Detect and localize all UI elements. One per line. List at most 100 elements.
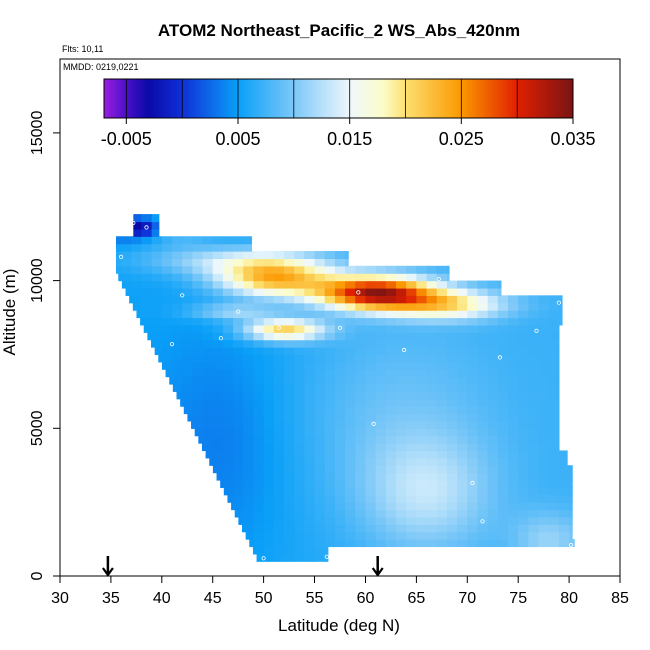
heatmap-cell xyxy=(284,280,295,289)
heatmap-cell xyxy=(416,450,428,459)
heatmap-cell xyxy=(365,324,377,333)
heatmap-cell xyxy=(477,347,489,356)
colorbar-segment xyxy=(535,79,539,118)
heatmap-cell xyxy=(141,273,153,282)
heatmap-cell xyxy=(436,354,448,363)
heatmap-cell xyxy=(548,494,560,503)
heatmap-cell xyxy=(457,383,468,392)
heatmap-cell xyxy=(172,243,183,252)
heatmap-cell xyxy=(294,406,305,415)
heatmap-cell xyxy=(334,398,346,407)
heatmap-cell xyxy=(284,324,295,333)
heatmap-cell xyxy=(202,332,214,341)
heatmap-cell xyxy=(273,339,285,348)
colorbar-segment xyxy=(364,79,368,118)
heatmap-cell xyxy=(294,450,305,459)
heatmap-cell xyxy=(172,287,183,296)
colorbar-segment xyxy=(322,79,325,118)
heatmap-cell xyxy=(508,324,519,333)
heatmap-cell xyxy=(508,479,519,488)
heatmap-cell xyxy=(497,457,509,466)
heatmap-cell xyxy=(528,443,540,452)
heatmap-cell xyxy=(406,339,417,348)
sample-point xyxy=(236,309,241,314)
heatmap-cell xyxy=(436,332,448,341)
heatmap-cell xyxy=(416,376,428,385)
heatmap-cell xyxy=(446,265,450,274)
heatmap-cell xyxy=(457,420,468,429)
heatmap-cell xyxy=(406,332,417,341)
colorbar-segment xyxy=(406,79,410,118)
heatmap-cell xyxy=(161,324,173,333)
heatmap-cell xyxy=(528,347,540,356)
heatmap-cell xyxy=(457,369,468,378)
colorbar-segment xyxy=(523,79,527,118)
heatmap-cell xyxy=(558,502,570,511)
heatmap-cell xyxy=(416,361,428,370)
colorbar-segment xyxy=(136,79,140,118)
sample-point xyxy=(371,421,376,426)
heatmap-cell xyxy=(426,383,438,392)
heatmap-cell xyxy=(446,339,458,348)
heatmap-cell xyxy=(334,258,346,267)
heatmap-cell xyxy=(508,524,519,533)
heatmap-cell xyxy=(223,487,234,496)
heatmap-cell xyxy=(304,539,316,548)
heatmap-cell xyxy=(355,265,367,274)
heatmap-cell xyxy=(548,472,560,481)
heatmap-cell xyxy=(294,383,305,392)
heatmap-cell xyxy=(284,376,295,385)
heatmap-cell xyxy=(558,310,563,319)
heatmap-cell xyxy=(182,273,193,282)
heatmap-cell xyxy=(136,310,143,319)
heatmap-cell xyxy=(233,383,244,392)
heatmap-cell xyxy=(222,479,234,488)
heatmap-cell xyxy=(406,265,417,274)
heatmap-cell xyxy=(243,413,255,422)
heatmap-cell xyxy=(284,539,295,548)
heatmap-cell xyxy=(314,324,326,333)
heatmap-cell xyxy=(263,354,275,363)
heatmap-cell xyxy=(314,553,326,562)
colorbar-segment xyxy=(214,79,218,118)
heatmap-cell xyxy=(304,531,316,540)
heatmap-cell xyxy=(294,487,305,496)
colorbar-segment xyxy=(429,79,433,118)
heatmap-cell xyxy=(375,361,387,370)
heatmap-cell xyxy=(212,457,224,466)
heatmap-cell xyxy=(558,302,563,311)
heatmap-cell xyxy=(436,287,448,296)
heatmap-cell xyxy=(518,443,529,452)
heatmap-cell xyxy=(365,487,377,496)
heatmap-cell xyxy=(263,287,275,296)
heatmap-cell xyxy=(406,487,417,496)
heatmap-cell xyxy=(477,539,489,548)
heatmap-cell xyxy=(426,539,438,548)
heatmap-cell xyxy=(151,339,163,348)
heatmap-cell xyxy=(518,487,529,496)
heatmap-cell xyxy=(477,324,489,333)
heatmap-cell xyxy=(324,435,336,444)
heatmap-cell xyxy=(355,324,367,333)
heatmap-cell xyxy=(538,531,550,540)
heatmap-cell xyxy=(263,494,275,503)
colorbar-segment xyxy=(315,79,318,118)
heatmap-cell xyxy=(416,502,428,511)
heatmap-cell xyxy=(253,361,265,370)
heatmap-cell xyxy=(192,391,204,400)
heatmap-cell xyxy=(436,465,448,474)
colorbar-segment xyxy=(359,79,363,118)
heatmap-cell xyxy=(355,524,367,533)
x-tick-label: 45 xyxy=(204,590,222,607)
heatmap-cell xyxy=(253,273,265,282)
heatmap-cell xyxy=(212,317,224,326)
heatmap-cell xyxy=(151,332,163,341)
heatmap-cell xyxy=(396,324,407,333)
heatmap-cell xyxy=(365,376,377,385)
heatmap-cell xyxy=(538,457,550,466)
heatmap-cell xyxy=(334,369,346,378)
heatmap-cell xyxy=(436,450,448,459)
heatmap-cell xyxy=(365,524,377,533)
heatmap-cell xyxy=(416,324,428,333)
heatmap-cell xyxy=(324,479,336,488)
